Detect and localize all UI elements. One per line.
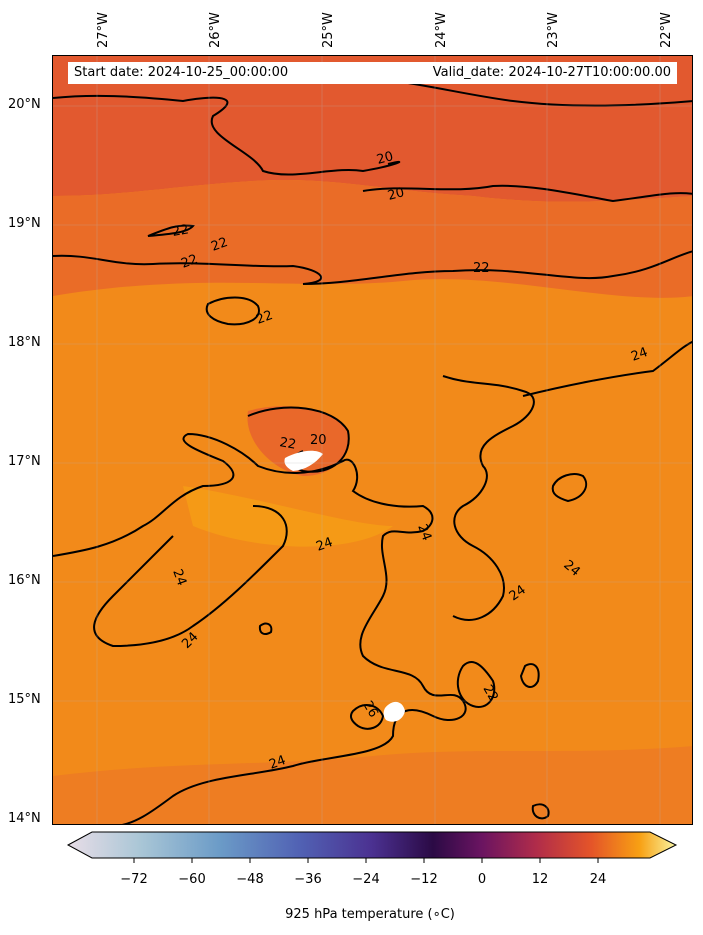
latitude-label: 14°N xyxy=(8,811,41,826)
map-area: 20 20 22 22 22 22 22 24 22 20 24 24 24 2… xyxy=(52,55,693,825)
longitude-label: 27°W xyxy=(96,12,111,48)
longitude-label: 26°W xyxy=(208,12,223,48)
contour-line-west-lobe xyxy=(93,505,288,648)
colorbar-body xyxy=(66,831,678,859)
latitude-label: 17°N xyxy=(8,454,41,469)
colorbar-tick-label: 24 xyxy=(589,872,607,887)
southern-orange-region xyxy=(53,746,692,824)
contour-label: 22 xyxy=(209,235,230,255)
grid-lines xyxy=(53,56,692,824)
latitude-label: 15°N xyxy=(8,692,41,707)
missing-data-patch-south xyxy=(383,701,405,722)
north-mid-region xyxy=(53,179,692,298)
longitude-label: 22°W xyxy=(659,12,674,48)
latitude-label: 18°N xyxy=(8,335,41,350)
contour-lines xyxy=(53,79,692,824)
contour-line-24-main xyxy=(53,432,467,824)
latitude-label: 20°N xyxy=(8,97,41,112)
contour-line-dots xyxy=(531,803,550,820)
contour-label: 24 xyxy=(414,522,434,543)
colorbar-tick-label: −36 xyxy=(294,872,322,887)
contour-label: 24 xyxy=(267,753,288,773)
southern-warm-band xyxy=(183,486,393,547)
contour-label: 24 xyxy=(314,535,335,555)
latitude-label: 16°N xyxy=(8,573,41,588)
colorbar-tick-label: −60 xyxy=(178,872,206,887)
longitude-label: 25°W xyxy=(321,12,336,48)
valid-date-text: Valid_date: 2024-10-27T10:00:00.00 xyxy=(432,65,671,80)
start-date-text: Start date: 2024-10-25_00:00:00 xyxy=(74,65,289,80)
contour-line-22-west xyxy=(147,224,195,237)
contour-line-22-main xyxy=(53,250,692,285)
central-dark-region xyxy=(247,406,349,476)
contour-line-22-island xyxy=(205,296,260,326)
contour-label: 24 xyxy=(169,567,189,588)
contour-line-20 xyxy=(362,184,692,203)
contour-label: 22 xyxy=(171,222,190,240)
contour-label-group: 20 20 22 22 22 22 22 24 22 20 24 24 24 2… xyxy=(169,149,650,773)
contour-line-east-cluster xyxy=(442,375,535,621)
contour-line-south-ring xyxy=(349,704,385,730)
colorbar-ticks xyxy=(133,858,599,863)
contour-label: 22 xyxy=(480,683,501,705)
contour-line-south-cluster xyxy=(456,661,496,708)
contour-line-north xyxy=(53,94,401,176)
contour-line-24-east xyxy=(522,340,692,397)
missing-data-patch-north xyxy=(284,450,323,471)
colorbar-tick-label: 12 xyxy=(531,872,549,887)
colorbar-label: 925 hPa temperature (∘C) xyxy=(285,907,455,922)
colorbar-tick-label: −12 xyxy=(410,872,438,887)
date-info-box: Start date: 2024-10-25_00:00:00 Valid_da… xyxy=(68,62,677,84)
contour-label: 26 xyxy=(360,699,381,721)
colorbar-tick-label: −72 xyxy=(120,872,148,887)
longitude-label: 24°W xyxy=(434,12,449,48)
contour-label: 20 xyxy=(310,433,327,448)
contour-label: 24 xyxy=(629,345,650,365)
colorbar xyxy=(66,831,678,863)
north-warm-region xyxy=(53,56,692,202)
contour-label: 22 xyxy=(278,435,297,453)
contour-label: 20 xyxy=(386,185,406,204)
contour-label: 22 xyxy=(179,252,200,272)
contour-line-north-east xyxy=(387,79,692,107)
contour-line-east-ring xyxy=(551,473,588,503)
contour-label: 22 xyxy=(473,261,490,276)
latitude-label: 19°N xyxy=(8,216,41,231)
colorbar-tick-label: 0 xyxy=(477,872,487,887)
contour-label: 22 xyxy=(254,308,275,328)
colorbar-tick-label: −48 xyxy=(236,872,264,887)
longitude-label: 23°W xyxy=(546,12,561,48)
colorbar-tick-label: −24 xyxy=(352,872,380,887)
contour-label: 20 xyxy=(375,149,395,168)
temperature-map: 20 20 22 22 22 22 22 24 22 20 24 24 24 2… xyxy=(53,56,692,824)
contour-line-small-isle xyxy=(258,622,273,635)
contour-line-east-small xyxy=(519,663,540,688)
